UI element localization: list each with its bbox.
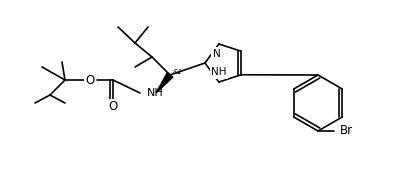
Text: N: N [213, 49, 221, 59]
Text: NH: NH [147, 88, 164, 98]
Text: O: O [85, 74, 95, 86]
Polygon shape [156, 73, 173, 93]
Text: NH: NH [211, 67, 227, 77]
Text: &1: &1 [173, 69, 183, 75]
Text: O: O [108, 100, 118, 114]
Text: Br: Br [340, 124, 353, 138]
